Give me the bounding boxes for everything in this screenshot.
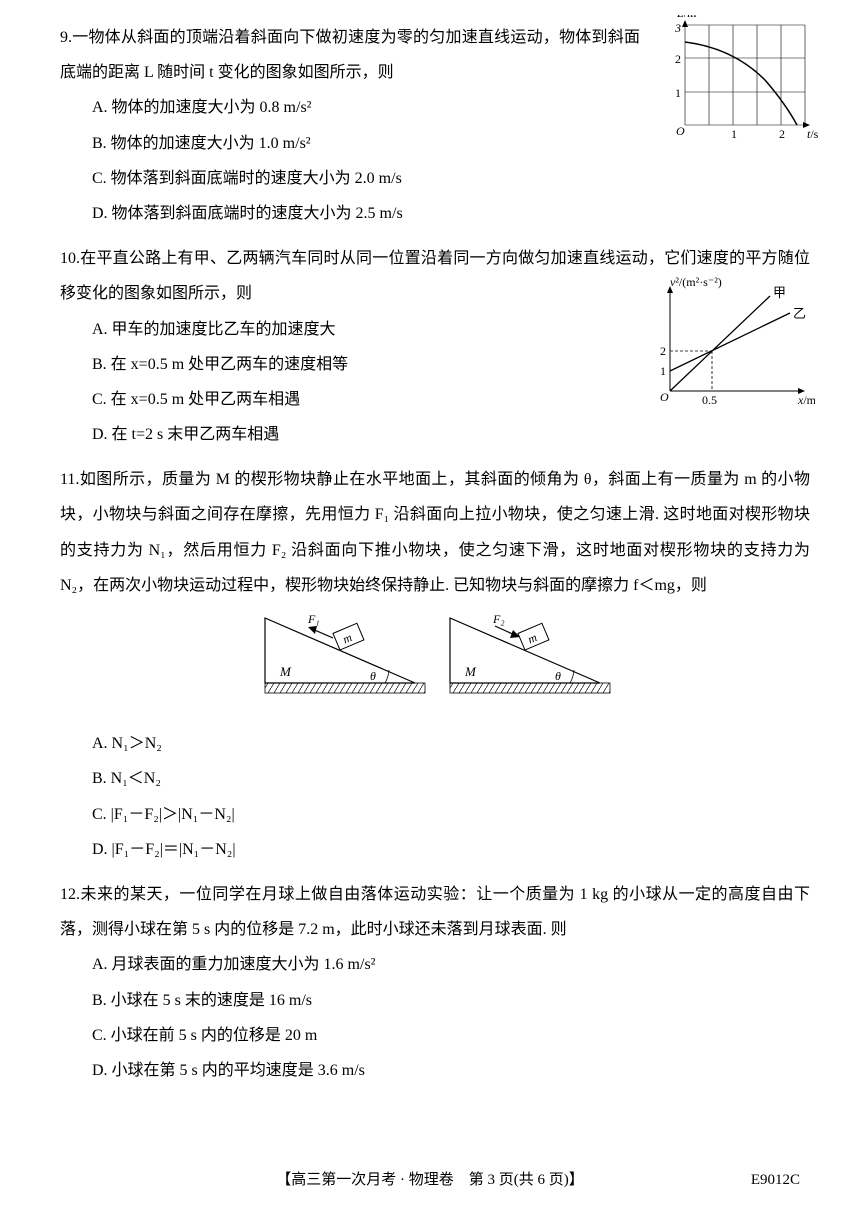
svg-text:x/m: x/m [797,393,815,407]
q9-opt-d: D. 物体落到斜面底端时的速度大小为 2.5 m/s [92,196,810,231]
footer-code: E9012C [751,1164,800,1197]
q10-num: 10. [60,250,80,267]
q10-opt-b: B. 在 x=0.5 m 处甲乙两车的速度相等 [92,347,630,382]
svg-text:1: 1 [660,364,666,378]
q12-options: A. 月球表面的重力加速度大小为 1.6 m/s² B. 小球在 5 s 末的速… [60,947,810,1088]
svg-text:m: m [526,630,540,646]
question-12: 12.未来的某天，一位同学在月球上做自由落体运动实验：让一个质量为 1 kg 的… [60,877,810,1088]
svg-text:F₁: F₁ [307,613,320,626]
q10-opt-c: C. 在 x=0.5 m 处甲乙两车相遇 [92,382,630,417]
svg-text:2: 2 [660,344,666,358]
q12-opt-d: D. 小球在第 5 s 内的平均速度是 3.6 m/s [92,1053,810,1088]
q12-opt-a: A. 月球表面的重力加速度大小为 1.6 m/s² [92,947,810,982]
svg-text:0.5: 0.5 [702,393,717,407]
question-11: 11.如图所示，质量为 M 的楔形物块静止在水平地面上，其斜面的倾角为 θ，斜面… [60,462,810,867]
svg-text:3: 3 [674,21,681,35]
q11-text: 11.如图所示，质量为 M 的楔形物块静止在水平地面上，其斜面的倾角为 θ，斜面… [60,462,810,603]
q11-figure: m F₁ M θ m F₂ [60,613,810,716]
q10-opt-d: D. 在 t=2 s 末甲乙两车相遇 [92,417,630,452]
q9-chart: 3 2 1 1 2 O L/m t/s [660,15,820,158]
svg-text:M: M [279,664,292,679]
q11-opt-d: D. |F₁－F₂|＝|N₁－N₂| [92,832,810,867]
q12-opt-c: C. 小球在前 5 s 内的位移是 20 m [92,1018,810,1053]
label-yi: 乙 [793,306,806,321]
q12-body: 未来的某天，一位同学在月球上做自由落体运动实验：让一个质量为 1 kg 的小球从… [60,886,810,938]
q11-opt-a: A. N₁＞N₂ [92,726,810,761]
q12-opt-b: B. 小球在 5 s 末的速度是 16 m/s [92,983,810,1018]
q10-opt-a: A. 甲车的加速度比乙车的加速度大 [92,312,630,347]
question-9: 9.一物体从斜面的顶端沿着斜面向下做初速度为零的匀加速直线运动，物体到斜面底端的… [60,20,810,231]
question-10: 10.在平直公路上有甲、乙两辆汽车同时从同一位置沿着同一方向做匀加速直线运动，它… [60,241,810,452]
q9-body: 一物体从斜面的顶端沿着斜面向下做初速度为零的匀加速直线运动，物体到斜面底端的距离… [60,29,640,81]
q11-opt-c: C. |F₁－F₂|＞|N₁－N₂| [92,797,810,832]
svg-text:θ: θ [370,669,376,683]
q9-num: 9. [60,29,72,46]
q12-num: 12. [60,886,80,903]
svg-text:1: 1 [675,86,681,100]
svg-text:O: O [676,124,685,138]
q10-chart: 2 1 0.5 O v²/(m²·s⁻²) x/m 甲 乙 [645,276,815,424]
label-jia: 甲 [773,285,786,300]
q11-opt-b: B. N₁＜N₂ [92,761,810,796]
q11-options: A. N₁＞N₂ B. N₁＜N₂ C. |F₁－F₂|＞|N₁－N₂| D. … [60,726,810,867]
svg-text:v²/(m²·s⁻²): v²/(m²·s⁻²) [670,276,722,289]
svg-text:1: 1 [731,127,737,141]
svg-text:2: 2 [675,52,681,66]
svg-text:2: 2 [779,127,785,141]
svg-text:θ: θ [555,669,561,683]
svg-text:M: M [464,664,477,679]
svg-text:t/s: t/s [807,127,819,141]
svg-text:L/m: L/m [676,15,697,20]
svg-text:O: O [660,390,669,404]
footer-text: 【高三第一次月考 · 物理卷 第 3 页(共 6 页)】 [276,1172,584,1188]
q11-body: 如图所示，质量为 M 的楔形物块静止在水平地面上，其斜面的倾角为 θ，斜面上有一… [60,471,810,594]
q9-opt-c: C. 物体落到斜面底端时的速度大小为 2.0 m/s [92,161,810,196]
svg-text:m: m [341,630,355,646]
page-footer: 【高三第一次月考 · 物理卷 第 3 页(共 6 页)】 [0,1164,860,1197]
q11-num: 11. [60,471,79,488]
svg-text:F₂: F₂ [492,613,505,626]
q12-text: 12.未来的某天，一位同学在月球上做自由落体运动实验：让一个质量为 1 kg 的… [60,877,810,947]
